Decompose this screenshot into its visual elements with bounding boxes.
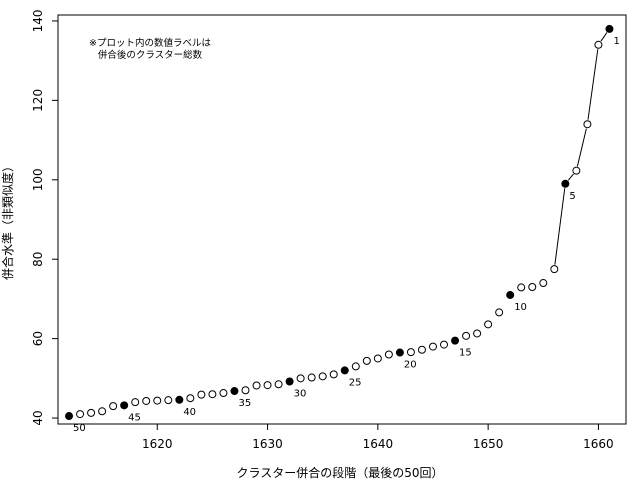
- data-point: [406, 348, 415, 357]
- data-point: [186, 394, 195, 403]
- x-tick-label-1620: 1620: [142, 437, 173, 451]
- data-point: [164, 396, 173, 405]
- data-point: [197, 390, 206, 399]
- data-point: [484, 320, 493, 329]
- highlight-point: [605, 24, 614, 33]
- data-point: [462, 331, 471, 340]
- connector-line-2: [576, 128, 587, 167]
- highlight-point: [395, 348, 404, 357]
- highlight-point: [175, 395, 184, 404]
- data-point: [373, 354, 382, 363]
- x-tick-label-1640: 1640: [363, 437, 394, 451]
- connector-line-3: [587, 49, 599, 120]
- highlight-point: [451, 336, 460, 345]
- data-point: [274, 380, 283, 389]
- plot-frame: [57, 14, 627, 425]
- y-tick-label-40: 40: [31, 410, 45, 425]
- y-axis-title: 併合水準（非類似度）: [0, 160, 15, 280]
- data-point: [550, 265, 559, 274]
- data-point: [329, 370, 338, 379]
- data-point: [307, 373, 316, 382]
- data-point: [98, 407, 107, 416]
- data-point: [495, 308, 504, 317]
- y-tick-label-100: 100: [31, 168, 45, 191]
- highlight-point: [561, 179, 570, 188]
- note-line-2: 併合後のクラスター総数: [98, 49, 203, 61]
- data-point: [517, 283, 526, 292]
- data-point: [440, 340, 449, 349]
- connector-line-0: [554, 188, 566, 265]
- data-point: [153, 396, 162, 405]
- point-label-15: 15: [459, 348, 472, 359]
- highlight-point: [120, 401, 129, 410]
- connector-line-4: [600, 32, 608, 42]
- plot-note: ※プロット内の数値ラベルは 併合後のクラスター総数: [89, 37, 211, 61]
- x-axis-title: クラスター併合の段階（最後の50回）: [236, 465, 443, 480]
- data-point: [318, 372, 327, 381]
- data-point: [109, 402, 118, 411]
- point-label-10: 10: [514, 302, 527, 313]
- point-label-35: 35: [238, 398, 251, 409]
- data-point: [219, 389, 228, 398]
- data-point: [362, 356, 371, 365]
- point-label-20: 20: [404, 360, 417, 371]
- data-point: [473, 329, 482, 338]
- y-tick-label-140: 140: [31, 10, 45, 33]
- data-point: [572, 166, 581, 175]
- point-label-45: 45: [128, 412, 141, 423]
- data-point: [417, 345, 426, 354]
- highlight-point: [285, 377, 294, 386]
- x-tick-label-1660: 1660: [583, 437, 614, 451]
- data-point: [384, 350, 393, 359]
- data-point: [263, 381, 272, 390]
- y-tick-label-80: 80: [31, 252, 45, 267]
- data-point: [583, 120, 592, 129]
- data-point: [296, 374, 305, 383]
- point-label-5: 5: [569, 191, 575, 202]
- point-label-30: 30: [294, 389, 307, 400]
- data-point: [87, 408, 96, 417]
- x-tick-label-1630: 1630: [252, 437, 283, 451]
- highlight-point: [230, 387, 239, 396]
- highlight-point: [65, 412, 74, 421]
- data-point: [351, 362, 360, 371]
- data-point: [252, 381, 261, 390]
- data-point: [208, 390, 217, 399]
- data-point: [76, 410, 85, 419]
- highlight-point: [340, 366, 349, 375]
- point-label-1: 1: [613, 36, 619, 47]
- data-point: [594, 40, 603, 49]
- point-label-40: 40: [183, 407, 196, 418]
- data-point: [428, 342, 437, 351]
- point-label-50: 50: [73, 423, 86, 434]
- y-tick-label-120: 120: [31, 89, 45, 112]
- highlight-point: [506, 290, 515, 299]
- data-point: [539, 279, 548, 288]
- x-tick-label-1650: 1650: [473, 437, 504, 451]
- data-point: [528, 283, 537, 292]
- data-point: [241, 386, 250, 395]
- y-tick-label-60: 60: [31, 331, 45, 346]
- data-point: [131, 398, 140, 407]
- note-line-1: ※プロット内の数値ラベルは: [89, 37, 211, 49]
- data-point: [142, 396, 151, 405]
- connector-line-1: [567, 173, 574, 181]
- point-label-25: 25: [349, 377, 362, 388]
